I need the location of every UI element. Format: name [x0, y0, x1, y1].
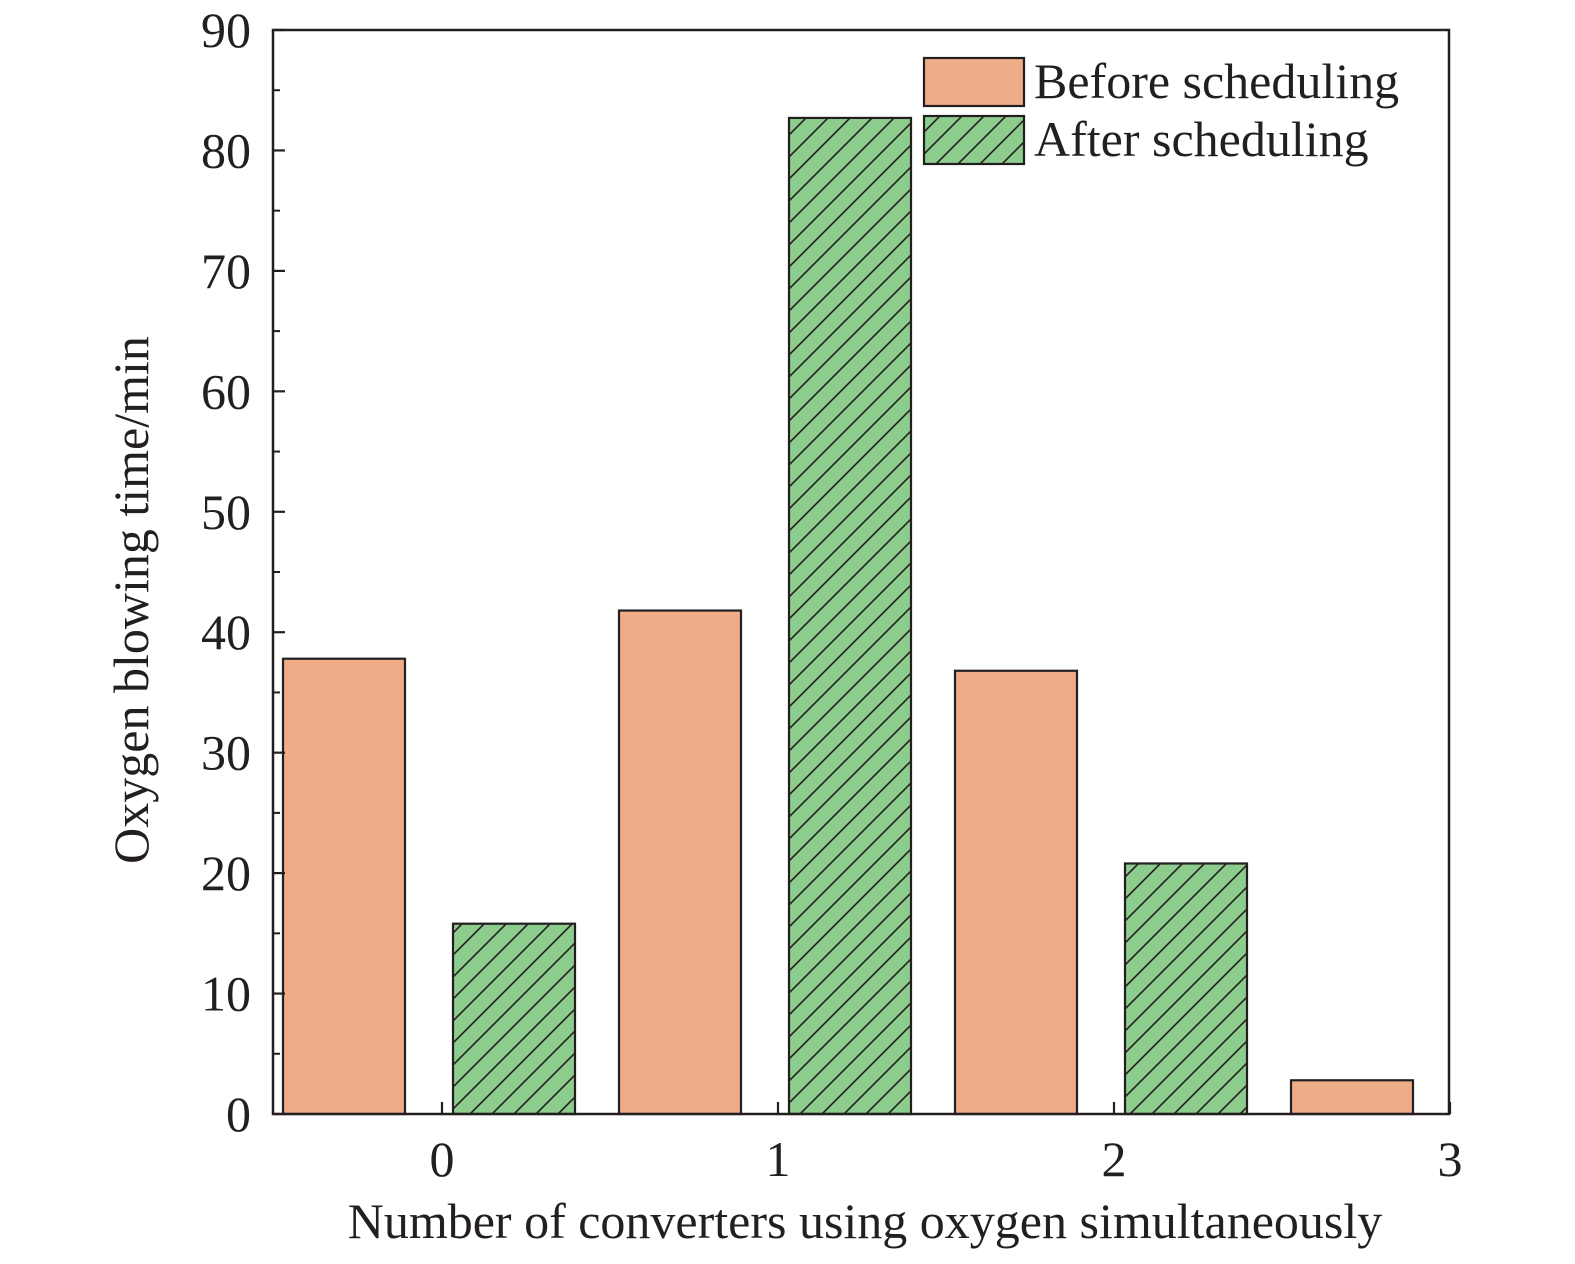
- bar-after-0: [451, 922, 577, 1116]
- x-tick-label: 2: [1102, 1131, 1127, 1187]
- y-tick-label: 10: [201, 966, 251, 1022]
- y-axis-label: Oxygen blowing time/min: [103, 336, 159, 864]
- bar-before-3: [1289, 1079, 1415, 1116]
- bar-after-2: [1123, 862, 1249, 1116]
- y-tick-label: 80: [201, 122, 251, 178]
- x-axis-label: Number of converters using oxygen simult…: [348, 1193, 1383, 1249]
- y-tick-label: 0: [226, 1086, 251, 1142]
- y-tick-label: 90: [201, 2, 251, 58]
- legend-swatch-after: [922, 114, 1026, 166]
- legend-label-after: After scheduling: [1034, 111, 1369, 167]
- x-tick-label: 3: [1438, 1131, 1463, 1187]
- y-tick-label: 30: [201, 725, 251, 781]
- y-tick-label: 70: [201, 243, 251, 299]
- legend-label-before: Before scheduling: [1034, 53, 1399, 109]
- bar-before-2: [953, 669, 1079, 1116]
- y-tick-label: 60: [201, 363, 251, 419]
- x-tick-label: 0: [430, 1131, 455, 1187]
- bar-after-1: [787, 116, 913, 1116]
- x-tick-label: 1: [766, 1131, 791, 1187]
- bar-before-0: [281, 657, 407, 1116]
- bar-before-1: [617, 609, 743, 1116]
- legend-swatch-before: [922, 56, 1026, 108]
- y-tick-label: 50: [201, 484, 251, 540]
- ticks-layer: 0 10 20 30 40 50 60 70 80 90 0 1 2 3: [201, 2, 1463, 1187]
- y-tick-label: 40: [201, 604, 251, 660]
- bars-layer: [281, 116, 1415, 1116]
- y-tick-label: 20: [201, 845, 251, 901]
